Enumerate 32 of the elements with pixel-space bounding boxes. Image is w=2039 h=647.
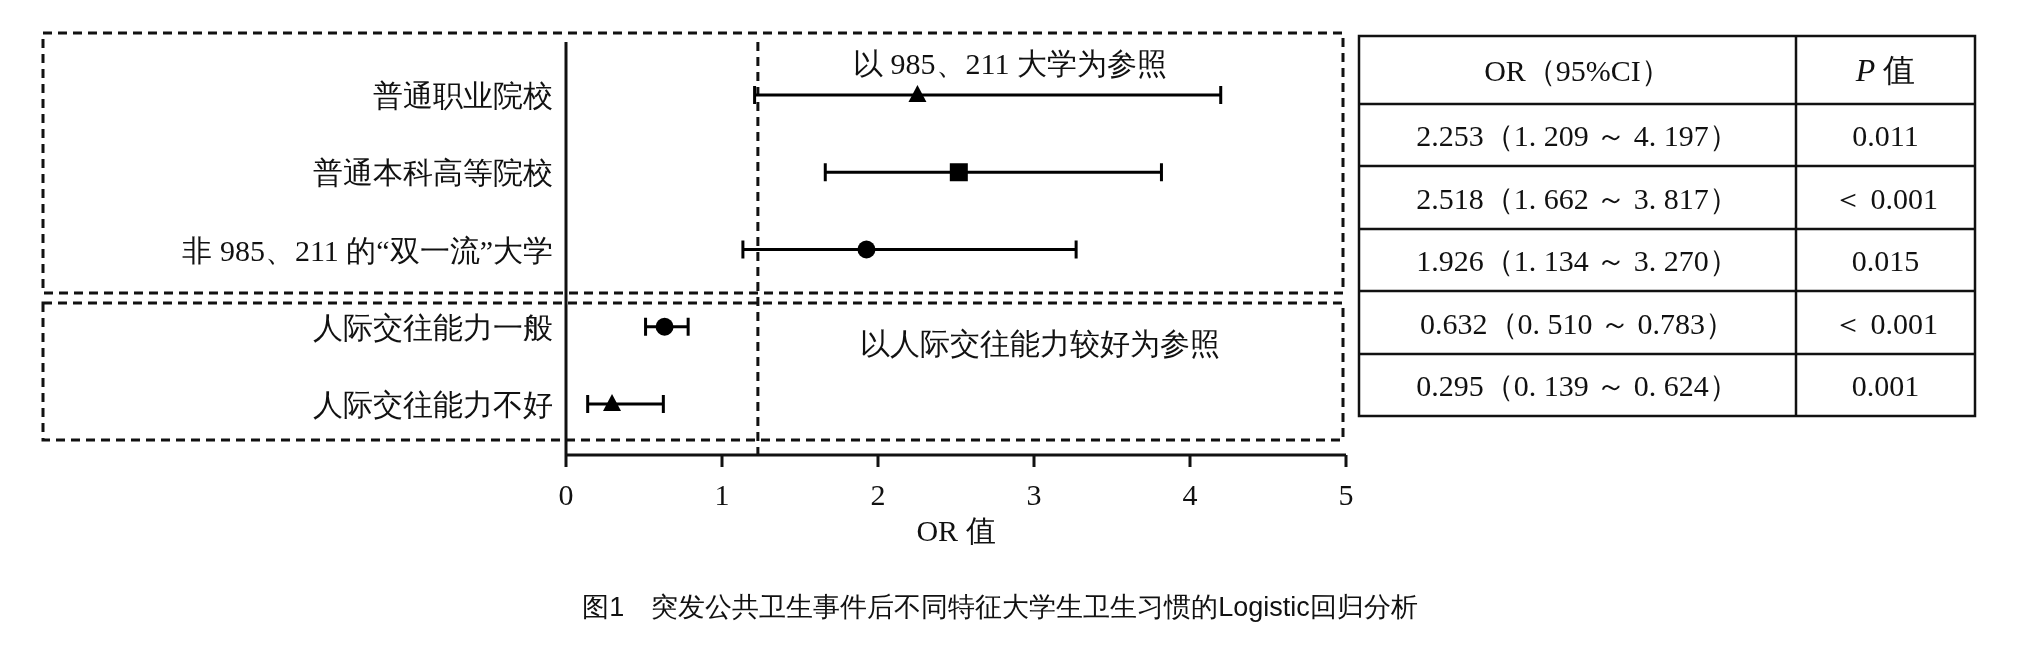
y-tick-label: 非 985、211 的“双一流”大学 (182, 233, 553, 266)
text: P 值 (1854, 52, 1916, 88)
text: 0.011 (1852, 118, 1919, 152)
x-tick-label: 5 (1338, 477, 1354, 511)
y-tick-label: 人际交往能力不好 (313, 387, 553, 421)
y-tick-label: 普通职业院校 (373, 78, 553, 112)
text: OR（95%CI） (1484, 53, 1671, 87)
text: ＜ 0.001 (1833, 181, 1938, 214)
point (603, 394, 622, 411)
annotation: 以 985、211 大学为参照 (853, 46, 1167, 80)
text: 0.295（0. 139 ～ 0. 624） (1416, 368, 1739, 402)
text: 0.015 (1851, 243, 1920, 277)
text: 0.001 (1851, 368, 1920, 402)
point (655, 317, 674, 336)
y-tick-label: 人际交往能力一般 (313, 310, 553, 344)
point (949, 163, 968, 182)
x-tick-label: 2 (870, 477, 886, 511)
annotation: 以人际交往能力较好为参照 (860, 326, 1220, 360)
y-tick-label: 普通本科高等院校 (313, 155, 553, 189)
x-tick-label: 1 (714, 477, 730, 511)
point (908, 85, 927, 102)
x-axis-title: OR 值 (916, 513, 996, 547)
x-tick-label: 3 (1026, 477, 1042, 511)
point (857, 240, 876, 259)
text: ＜ 0.001 (1833, 306, 1938, 339)
x-tick-label: 0 (558, 477, 574, 511)
text: 2.253（1. 209 ～ 4. 197） (1416, 118, 1739, 152)
text: 2.518（1. 662 ～ 3. 817） (1416, 181, 1739, 214)
text: 1.926（1. 134 ～ 3. 270） (1416, 243, 1739, 277)
text: 0.632（0. 510 ～ 0.783） (1420, 306, 1735, 339)
text: 图1 突发公共卫生事件后不同特征大学生卫生习惯的Logistic回归分析 (582, 592, 1418, 622)
x-tick-label: 4 (1182, 477, 1198, 511)
